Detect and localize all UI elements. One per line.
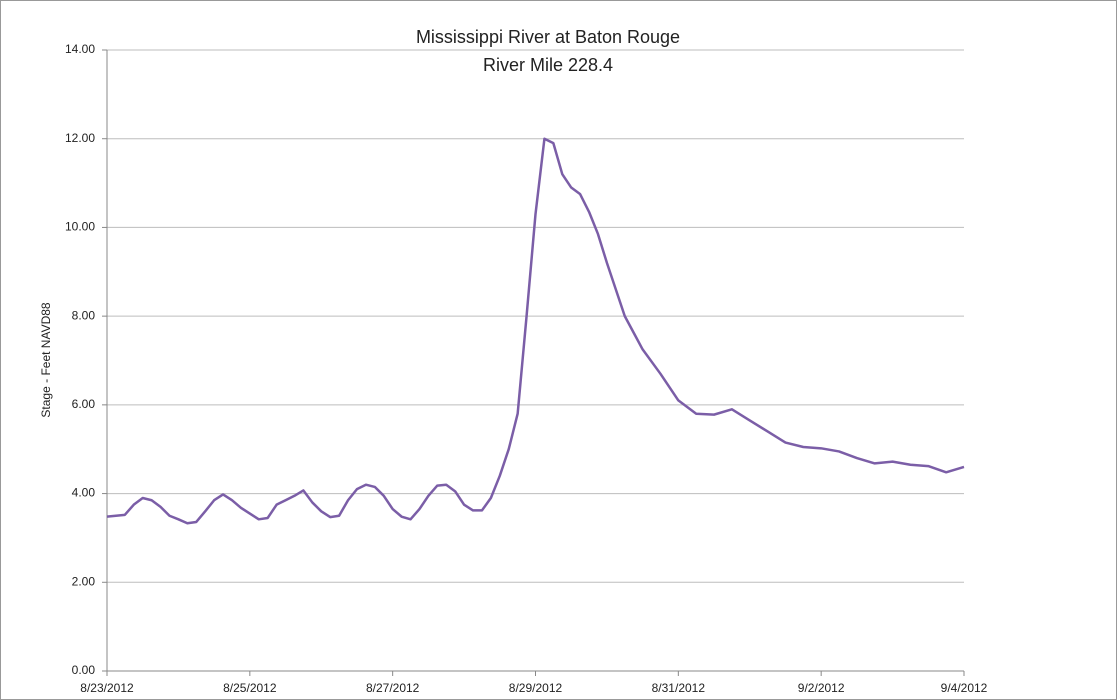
data-line (106, 137, 965, 525)
x-tick-label: 9/4/2012 (941, 681, 988, 695)
x-tick-label: 8/25/2012 (223, 681, 277, 695)
y-tick-label: 0.00 (72, 663, 96, 677)
chart-subtitle: River Mile 228.4 (483, 55, 613, 75)
y-tick-label: 2.00 (72, 574, 96, 588)
y-tick-label: 8.00 (72, 308, 96, 322)
x-tick-label: 8/23/2012 (80, 681, 134, 695)
y-tick-label: 6.00 (72, 397, 96, 411)
y-tick-label: 4.00 (72, 486, 96, 500)
y-tick-label: 10.00 (65, 220, 95, 234)
y-axis-label: Stage - Feet NAVD88 (39, 302, 53, 417)
chart-title: Mississippi River at Baton Rouge (416, 27, 680, 47)
x-tick-label: 8/29/2012 (509, 681, 563, 695)
x-tick-label: 8/31/2012 (652, 681, 706, 695)
x-tick-label: 9/2/2012 (798, 681, 845, 695)
y-tick-label: 14.00 (65, 42, 95, 56)
y-tick-label: 12.00 (65, 131, 95, 145)
x-tick-label: 8/27/2012 (366, 681, 420, 695)
